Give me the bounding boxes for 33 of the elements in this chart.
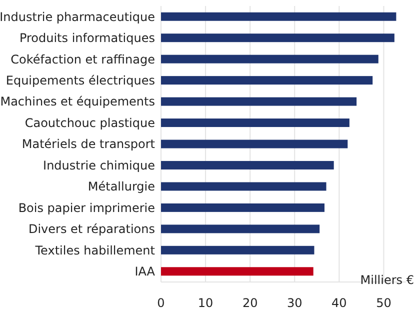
y-tick-label: Produits informatiques <box>19 31 155 46</box>
x-tick-label: 30 <box>286 296 302 310</box>
y-tick-label: Equipements électriques <box>6 74 155 88</box>
x-tick-label: 0 <box>157 296 165 310</box>
y-tick-label: Machines et équipements <box>0 94 155 109</box>
bar <box>161 182 326 191</box>
bar <box>161 267 314 276</box>
y-tick-label: IAA <box>134 264 156 279</box>
y-tick-label: Divers et réparations <box>28 222 155 236</box>
bar <box>161 140 348 148</box>
y-tick-label: Textiles habillement <box>34 243 156 258</box>
x-tick-label: 40 <box>332 296 347 310</box>
y-tick-label: Métallurgie <box>88 180 155 194</box>
y-tick-label: Caoutchouc plastique <box>24 116 155 130</box>
bar <box>161 97 357 106</box>
bar <box>161 203 324 212</box>
bar <box>161 12 396 21</box>
x-tick-label: 10 <box>198 296 214 310</box>
y-tick-label: Matériels de transport <box>22 137 156 152</box>
y-tick-label: Bois papier imprimerie <box>18 200 155 215</box>
bar <box>161 34 394 42</box>
bar <box>161 160 334 170</box>
y-tick-label: Industrie pharmaceutique <box>0 10 155 24</box>
y-tick-label: Cokéfaction et raffinage <box>10 52 155 66</box>
bar <box>161 76 373 85</box>
bar <box>161 246 314 254</box>
bar <box>161 54 378 64</box>
bar <box>161 118 350 128</box>
y-tick-label: Industrie chimique <box>43 158 155 172</box>
x-tick-label: 50 <box>376 296 392 310</box>
bar <box>161 224 320 234</box>
x-axis-title: Milliers € <box>360 273 414 287</box>
x-tick-label: 20 <box>242 296 258 310</box>
